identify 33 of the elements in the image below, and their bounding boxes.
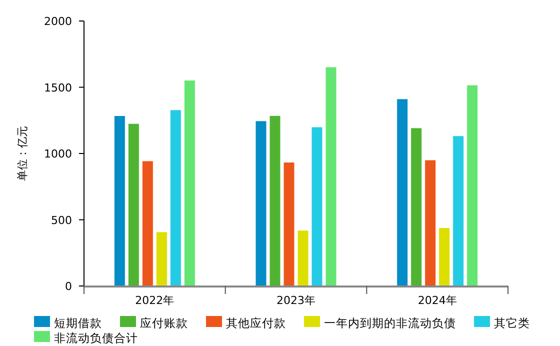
x-tick-label: 2022年 xyxy=(135,294,174,307)
x-tick-label: 2024年 xyxy=(418,294,457,307)
bar xyxy=(311,126,323,286)
bar xyxy=(297,230,309,286)
bar xyxy=(184,80,196,286)
bar xyxy=(142,160,154,286)
bar xyxy=(170,110,182,286)
y-tick-label: 2000 xyxy=(44,15,72,28)
bar xyxy=(452,136,464,286)
y-tick-label: 1000 xyxy=(44,148,72,160)
bar xyxy=(410,128,422,286)
y-axis-title: 单位：亿元 xyxy=(16,126,29,181)
bar xyxy=(114,115,126,286)
bar xyxy=(156,232,168,286)
legend-label: 短期借款 xyxy=(54,316,102,330)
bar xyxy=(283,162,295,286)
bar xyxy=(466,84,478,286)
y-tick-label: 0 xyxy=(65,280,72,293)
y-tick-label: 1500 xyxy=(44,81,72,94)
bar xyxy=(255,120,267,286)
bar xyxy=(325,66,337,286)
legend-label: 其他应付款 xyxy=(226,316,286,330)
bar xyxy=(438,227,450,286)
x-tick-label: 2023年 xyxy=(276,294,316,307)
bar xyxy=(128,123,140,286)
legend-label: 其它类 xyxy=(494,316,530,330)
legend-label: 非流动负债合计 xyxy=(54,331,138,345)
bar xyxy=(424,160,436,286)
y-tick-label: 500 xyxy=(51,214,72,227)
legend-label: 应付账款 xyxy=(140,316,188,330)
legend-label: 一年内到期的非流动负债 xyxy=(324,316,456,330)
bar xyxy=(396,98,408,286)
bar xyxy=(269,115,281,286)
